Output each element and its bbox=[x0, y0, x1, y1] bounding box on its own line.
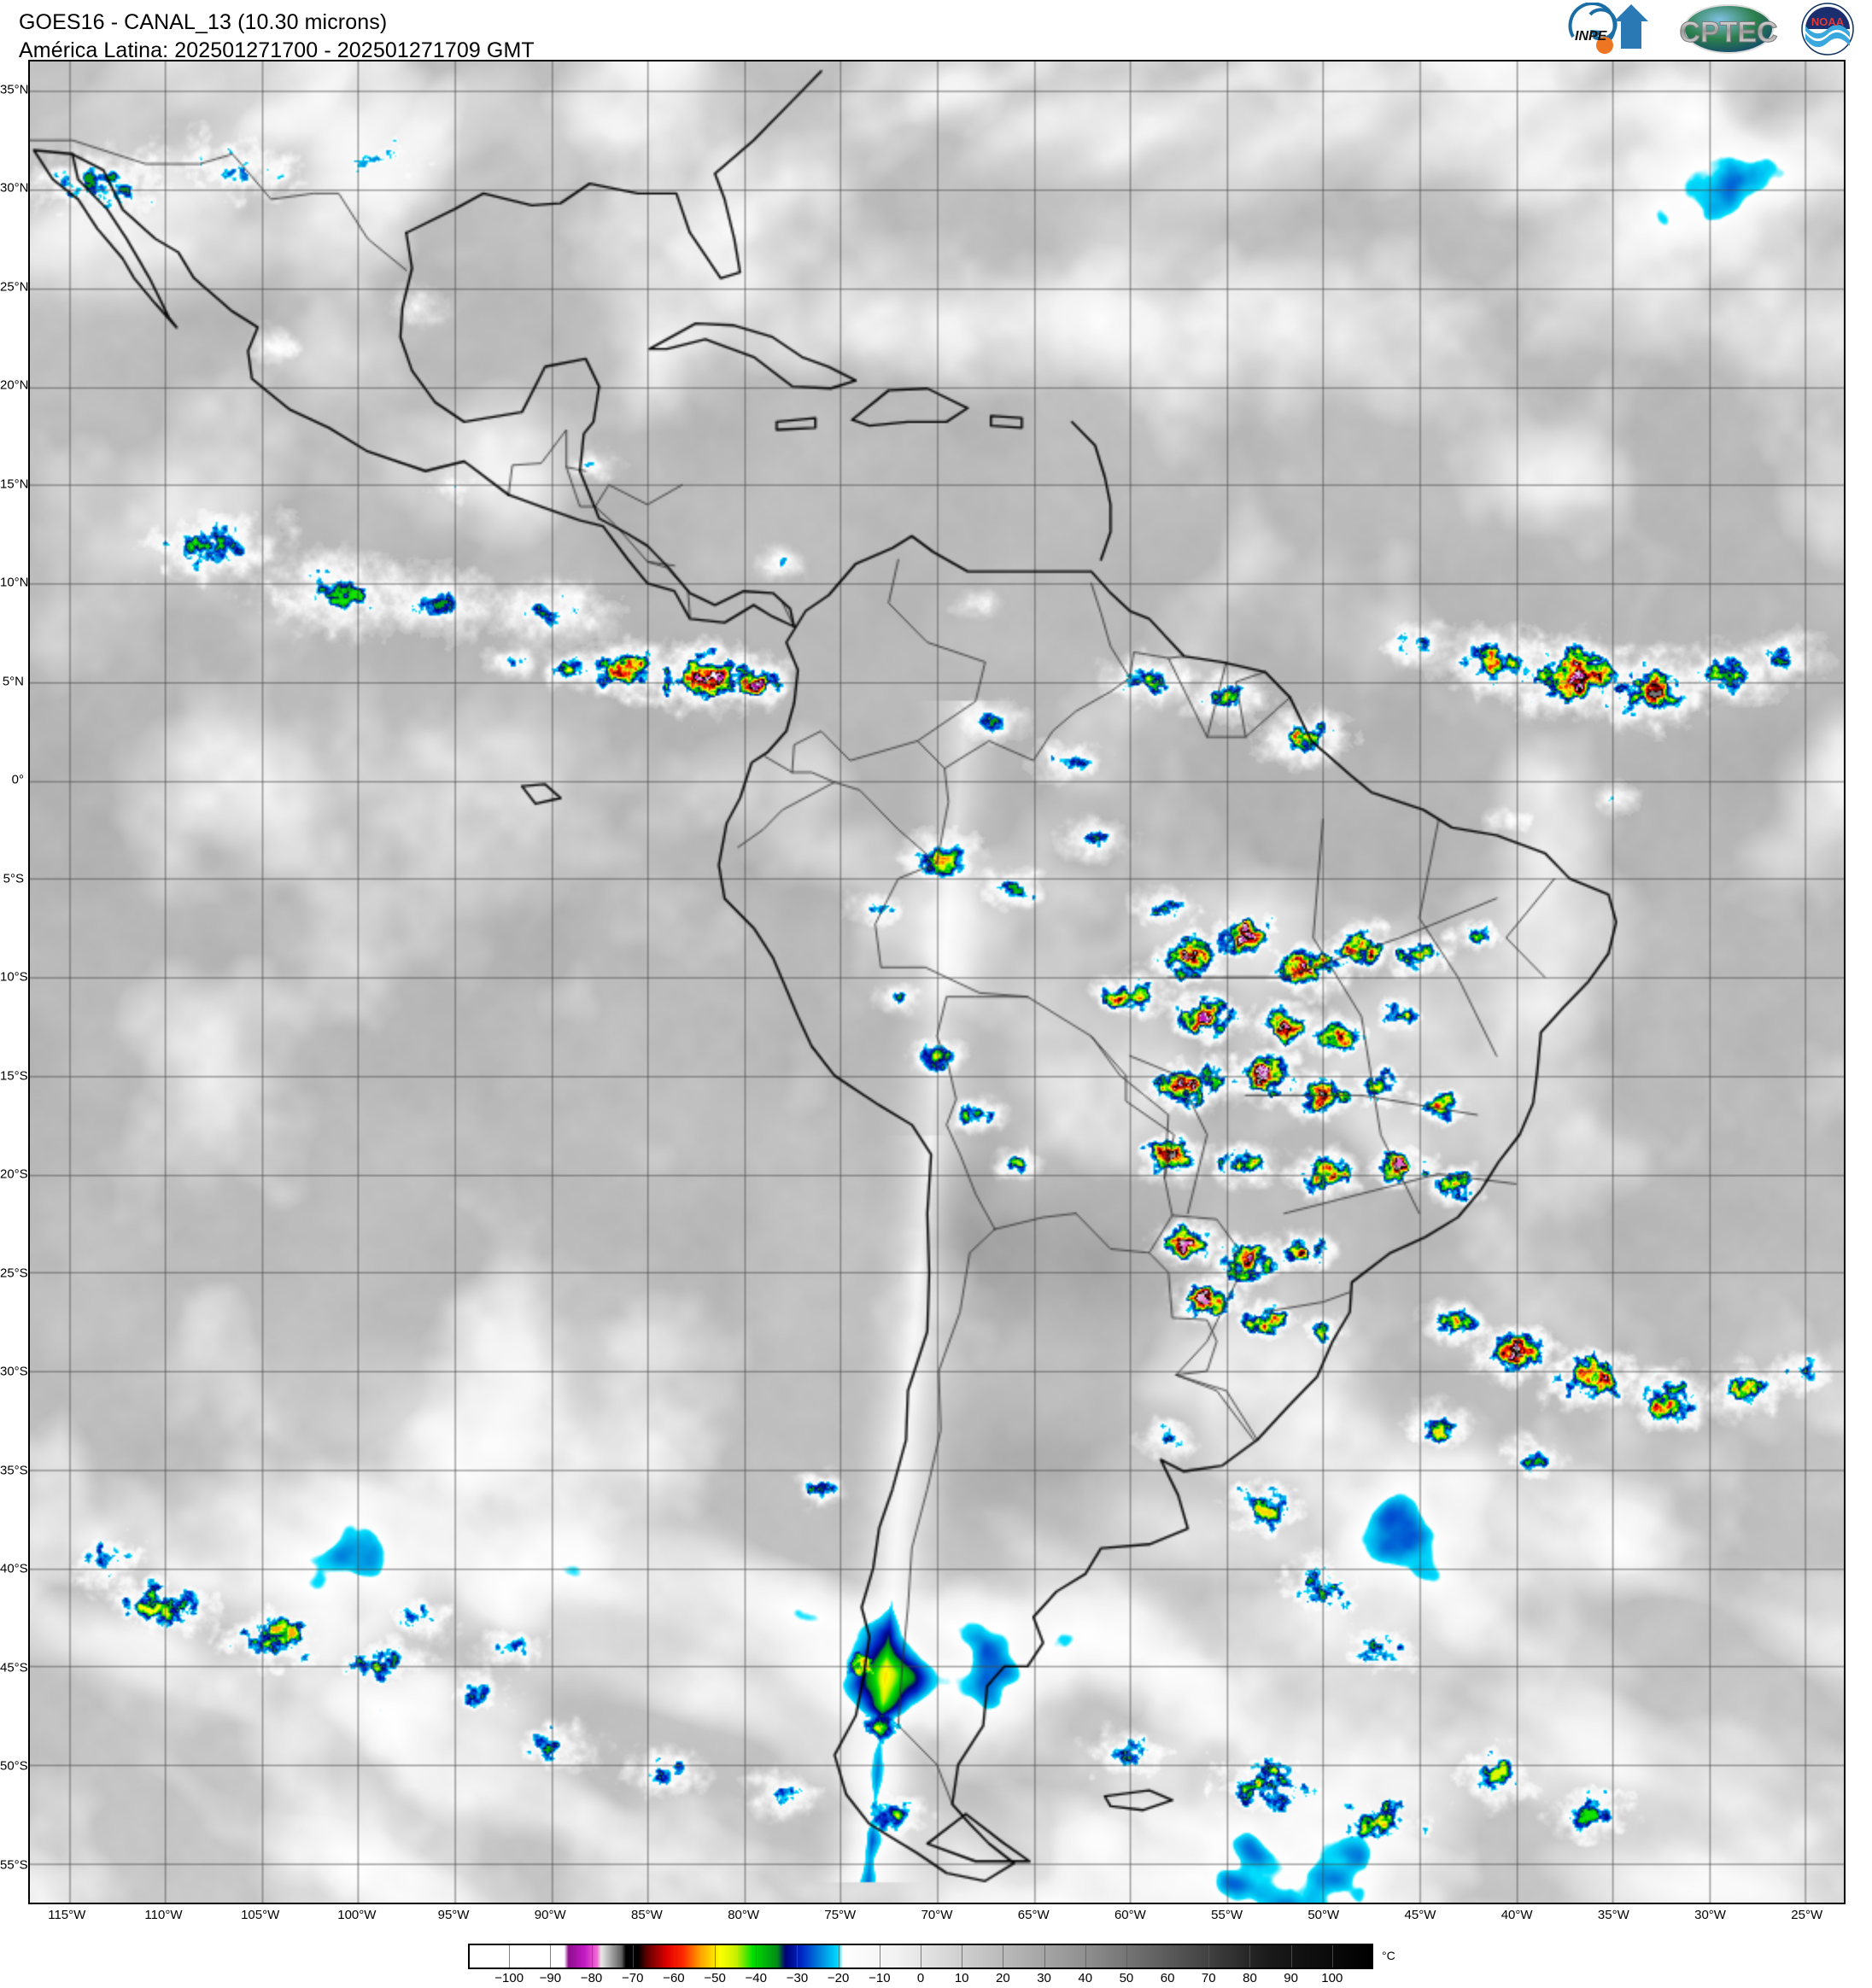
latitude-tick-label: 15°N bbox=[0, 477, 29, 492]
colorbar-tick-label: 10 bbox=[954, 1971, 969, 1985]
latitude-tick-label: 5°S bbox=[3, 871, 24, 886]
colorbar-tick bbox=[756, 1945, 758, 1968]
colorbar-tick bbox=[591, 1945, 593, 1968]
colorbar-tick-label: 30 bbox=[1037, 1971, 1051, 1985]
colorbar-tick bbox=[715, 1945, 717, 1968]
colorbar-unit-label: °C bbox=[1382, 1949, 1395, 1962]
colorbar-tick-label: −100 bbox=[494, 1971, 524, 1985]
colorbar-tick bbox=[1085, 1945, 1086, 1968]
colorbar-tick bbox=[1126, 1945, 1127, 1968]
colorbar-tick-label: −80 bbox=[580, 1971, 603, 1985]
longitude-tick-label: 55°W bbox=[1211, 1908, 1243, 1922]
latitude-tick-label: 10°S bbox=[0, 969, 28, 985]
satellite-image-canvas bbox=[30, 61, 1844, 1903]
colorbar-tick-label: 60 bbox=[1160, 1971, 1175, 1985]
longitude-tick-label: 90°W bbox=[534, 1908, 566, 1922]
latitude-tick-label: 0° bbox=[11, 772, 24, 787]
svg-text:INPE: INPE bbox=[1575, 29, 1608, 44]
longitude-tick-label: 50°W bbox=[1307, 1908, 1340, 1922]
noaa-logo: NOAA bbox=[1790, 3, 1865, 56]
cptec-logo: CPTEC bbox=[1672, 3, 1785, 56]
title-block: GOES16 - CANAL_13 (10.30 microns) Améric… bbox=[19, 9, 535, 64]
colorbar-tick bbox=[1167, 1945, 1169, 1968]
longitude-tick-label: 75°W bbox=[824, 1908, 857, 1922]
colorbar-tick bbox=[550, 1945, 552, 1968]
colorbar-tick bbox=[673, 1945, 675, 1968]
logo-bar: INPE bbox=[1565, 2, 1865, 56]
latitude-tick-label: 10°N bbox=[0, 575, 29, 590]
colorbar-tick bbox=[1290, 1945, 1292, 1968]
longitude-tick-label: 110°W bbox=[144, 1908, 183, 1922]
colorbar-tick-label: 50 bbox=[1119, 1971, 1134, 1985]
colorbar-tick-label: 70 bbox=[1201, 1971, 1216, 1985]
colorbar-tick-label: −30 bbox=[786, 1971, 809, 1985]
title-line-satellite-channel: GOES16 - CANAL_13 (10.30 microns) bbox=[19, 10, 388, 34]
colorbar-tick-label: 20 bbox=[996, 1971, 1010, 1985]
latitude-tick-label: 55°S bbox=[0, 1857, 28, 1873]
satellite-map[interactable] bbox=[28, 60, 1846, 1904]
colorbar-tick-label: −60 bbox=[663, 1971, 685, 1985]
latitude-tick-label: 35°S bbox=[0, 1463, 28, 1478]
longitude-tick-label: 100°W bbox=[337, 1908, 377, 1922]
longitude-tick-label: 25°W bbox=[1791, 1908, 1823, 1922]
colorbar-tick bbox=[1249, 1945, 1251, 1968]
longitude-tick-label: 40°W bbox=[1501, 1908, 1533, 1922]
latitude-tick-label: 15°S bbox=[0, 1068, 28, 1084]
colorbar-tick-label: −10 bbox=[869, 1971, 891, 1985]
longitude-tick-label: 60°W bbox=[1114, 1908, 1146, 1922]
colorbar-tick-label: 40 bbox=[1078, 1971, 1093, 1985]
colorbar-tick bbox=[1044, 1945, 1045, 1968]
colorbar-tick-labels: −100 −90 −80 −70 −60 −50 −40 −30 −20 −10 0 10 20 30 40… bbox=[468, 1971, 1373, 1988]
longitude-tick-label: 45°W bbox=[1404, 1908, 1436, 1922]
latitude-tick-label: 5°N bbox=[2, 674, 24, 689]
longitude-tick-label: 80°W bbox=[728, 1908, 760, 1922]
colorbar-tick-label: −90 bbox=[539, 1971, 562, 1985]
colorbar bbox=[468, 1944, 1373, 1969]
longitude-tick-label: 70°W bbox=[921, 1908, 953, 1922]
latitude-tick-label: 25°S bbox=[0, 1266, 28, 1281]
longitude-axis: 115°W 110°W 105°W 100°W 95°W 90°W 85°W 80°W 75°W… bbox=[0, 1908, 1872, 1930]
longitude-tick-label: 35°W bbox=[1597, 1908, 1629, 1922]
longitude-tick-label: 30°W bbox=[1694, 1908, 1726, 1922]
colorbar-tick-label: −20 bbox=[827, 1971, 850, 1985]
colorbar-tick-label: 100 bbox=[1321, 1971, 1343, 1985]
header: GOES16 - CANAL_13 (10.30 microns) Améric… bbox=[0, 0, 1872, 62]
colorbar-tick-label: −70 bbox=[621, 1971, 644, 1985]
latitude-tick-label: 20°S bbox=[0, 1166, 28, 1182]
latitude-tick-label: 45°S bbox=[0, 1660, 28, 1675]
latitude-tick-label: 30°S bbox=[0, 1364, 28, 1379]
latitude-tick-label: 20°N bbox=[0, 377, 29, 393]
latitude-tick-label: 50°S bbox=[0, 1758, 28, 1774]
colorbar-tick bbox=[797, 1945, 799, 1968]
colorbar-tick-label: 90 bbox=[1284, 1971, 1298, 1985]
colorbar-tick-label: 80 bbox=[1243, 1971, 1257, 1985]
longitude-tick-label: 105°W bbox=[241, 1908, 280, 1922]
colorbar-tick bbox=[1208, 1945, 1210, 1968]
svg-text:NOAA: NOAA bbox=[1811, 15, 1845, 28]
colorbar-ticks bbox=[468, 1944, 1373, 1969]
colorbar-tick-label: 0 bbox=[916, 1971, 925, 1985]
title-line-region-time: América Latina: 202501271700 - 202501271… bbox=[19, 38, 535, 62]
latitude-tick-label: 35°N bbox=[0, 82, 29, 97]
longitude-tick-label: 95°W bbox=[437, 1908, 470, 1922]
colorbar-tick-label: −40 bbox=[745, 1971, 767, 1985]
colorbar-tick-label: −50 bbox=[704, 1971, 726, 1985]
longitude-tick-label: 85°W bbox=[631, 1908, 663, 1922]
colorbar-tick bbox=[509, 1945, 511, 1968]
longitude-tick-label: 115°W bbox=[48, 1908, 86, 1922]
colorbar-tick bbox=[1331, 1945, 1333, 1968]
latitude-tick-label: 30°N bbox=[0, 180, 29, 196]
longitude-tick-label: 65°W bbox=[1017, 1908, 1050, 1922]
latitude-tick-label: 25°N bbox=[0, 279, 29, 295]
latitude-tick-label: 40°S bbox=[0, 1561, 28, 1576]
inpe-logo: INPE bbox=[1565, 2, 1667, 56]
colorbar-tick bbox=[632, 1945, 634, 1968]
svg-text:CPTEC: CPTEC bbox=[1679, 16, 1777, 49]
